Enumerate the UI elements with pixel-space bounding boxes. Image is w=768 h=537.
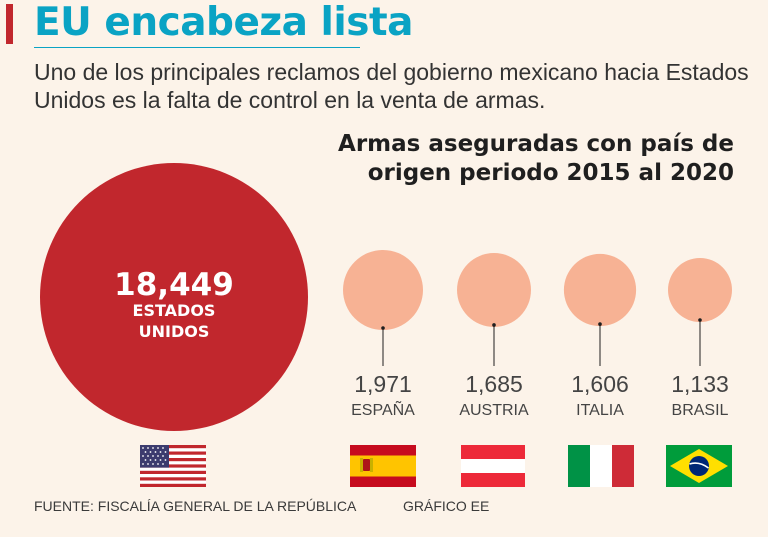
source-note: FUENTE: FISCALÍA GENERAL DE LA REPÚBLICA	[34, 498, 357, 514]
italy-flag-icon	[568, 445, 634, 487]
value-label-italia: 1,606	[571, 371, 629, 397]
title-accent-bar	[6, 4, 13, 44]
page-subtitle: Uno de los principales reclamos del gobi…	[34, 59, 749, 113]
bubble-brasil	[668, 258, 732, 322]
brazil-flag-icon	[666, 445, 732, 487]
graphic-credit: GRÁFICO EE	[403, 498, 490, 514]
category-label-brasil: BRASIL	[672, 402, 729, 419]
chart-title: Armas aseguradas con país de origen peri…	[334, 130, 734, 188]
page-title: EU encabeza lista	[34, 0, 413, 45]
bubble-austria	[457, 253, 531, 327]
value-label-estados-unidos: 18,449	[114, 267, 234, 303]
value-label-espana: 1,971	[354, 371, 412, 397]
chart-title-line-1: Armas aseguradas con país de	[338, 131, 734, 157]
title-underline	[34, 47, 360, 48]
usa-flag-icon	[140, 445, 206, 487]
bubble-italia	[563, 253, 637, 327]
austria-flag-icon	[461, 445, 525, 487]
bubble-estados-unidos	[40, 163, 308, 431]
category-label-estados-unidos-line-2: UNIDOS	[139, 322, 210, 341]
value-label-austria: 1,685	[465, 371, 523, 397]
category-label-espana: ESPAÑA	[351, 399, 415, 419]
value-label-brasil: 1,133	[671, 371, 729, 397]
category-label-austria: AUSTRIA	[459, 402, 529, 419]
category-label-italia: ITALIA	[576, 402, 624, 419]
category-label-estados-unidos-line-1: ESTADOS	[133, 301, 216, 320]
spain-flag-icon	[350, 445, 416, 487]
chart-title-line-2: origen periodo 2015 al 2020	[367, 160, 734, 186]
bubble-espana	[343, 250, 423, 330]
